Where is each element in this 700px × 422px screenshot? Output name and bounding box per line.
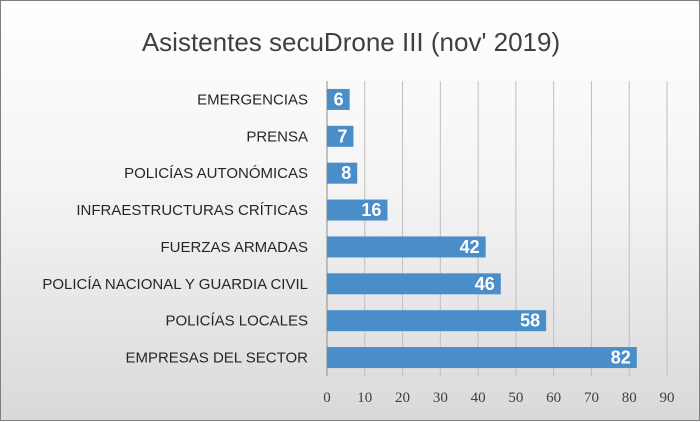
bar <box>327 125 354 147</box>
data-label: 8 <box>341 163 351 183</box>
data-label: 6 <box>334 89 344 109</box>
gridlines <box>326 81 668 376</box>
category-label: PRENSA <box>246 128 308 145</box>
bar <box>327 162 358 184</box>
data-label: 7 <box>337 126 347 146</box>
category-label: POLICÍAS LOCALES <box>165 313 308 330</box>
x-axis-ticks: 0 10 20 30 40 50 60 70 80 90 <box>323 390 674 406</box>
category-label: EMERGENCIAS <box>197 91 308 108</box>
chart-title: Asistentes secuDrone III (nov' 2019) <box>142 27 560 57</box>
data-label: 16 <box>361 200 381 220</box>
bar <box>327 273 501 295</box>
x-tick-label: 60 <box>546 390 561 406</box>
data-label: 46 <box>475 274 495 294</box>
x-tick-label: 20 <box>395 390 410 406</box>
data-label: 42 <box>460 237 480 257</box>
x-tick-label: 10 <box>357 390 372 406</box>
category-label: EMPRESAS DEL SECTOR <box>125 350 308 367</box>
category-labels: EMERGENCIAS PRENSA POLICÍAS AUTONÓMICAS INF… <box>42 91 308 366</box>
x-tick-label: 0 <box>323 390 331 406</box>
bar <box>327 88 350 110</box>
x-tick-label: 30 <box>433 390 448 406</box>
x-tick-label: 50 <box>508 390 523 406</box>
x-tick-label: 40 <box>471 390 486 406</box>
data-label: 58 <box>520 311 540 331</box>
category-label: FUERZAS ARMADAS <box>160 239 308 256</box>
bar <box>327 236 486 258</box>
category-label: POLICÍA NACIONAL Y GUARDIA CIVIL <box>42 276 308 293</box>
x-tick-label: 90 <box>660 390 675 406</box>
x-tick-label: 70 <box>584 390 599 406</box>
bar <box>327 310 547 332</box>
bars <box>327 88 637 369</box>
bar <box>327 199 388 221</box>
x-tick-label: 80 <box>622 390 637 406</box>
bar <box>327 347 637 369</box>
data-label: 82 <box>611 348 631 368</box>
category-label: INFRAESTRUCTURAS CRÍTICAS <box>76 202 308 219</box>
data-labels: 6 7 8 16 42 46 58 82 <box>334 89 631 367</box>
category-label: POLICÍAS AUTONÓMICAS <box>124 165 308 182</box>
